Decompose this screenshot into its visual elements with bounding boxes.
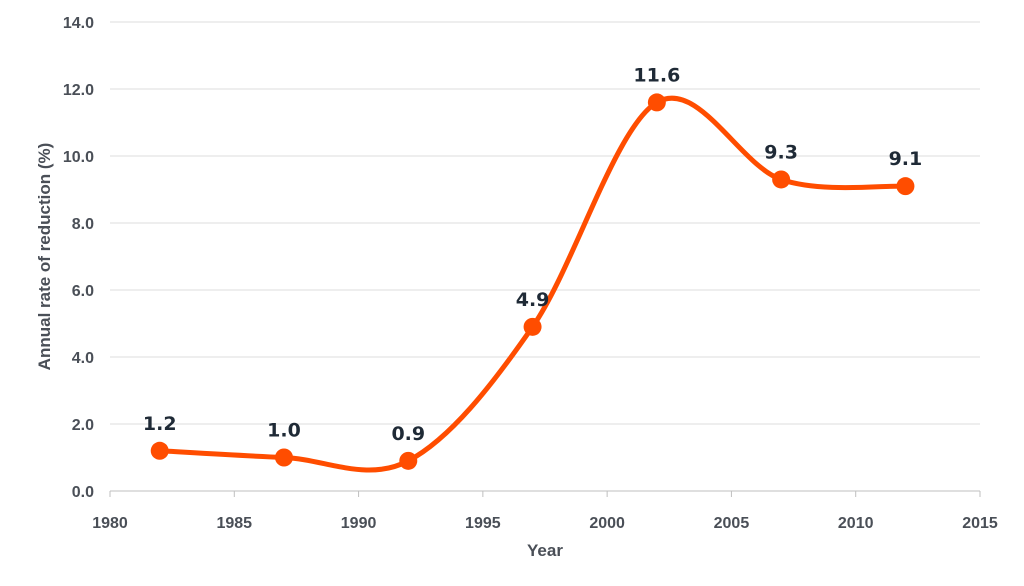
data-label: 9.3 bbox=[764, 141, 798, 163]
series bbox=[150, 93, 915, 473]
y-tick-label: 10.0 bbox=[63, 149, 94, 166]
y-tick-label: 4.0 bbox=[72, 350, 94, 367]
data-point bbox=[772, 170, 791, 189]
x-tick-label: 2000 bbox=[589, 515, 625, 532]
data-point bbox=[896, 177, 915, 196]
data-point bbox=[399, 451, 418, 470]
data-point bbox=[275, 448, 293, 467]
data-label: 4.9 bbox=[516, 289, 550, 311]
gridlines bbox=[110, 21, 980, 425]
data-label: 1.0 bbox=[267, 420, 301, 442]
x-tick-label: 2015 bbox=[962, 515, 998, 532]
data-label: 11.6 bbox=[633, 64, 680, 86]
y-tick-label: 14.0 bbox=[63, 15, 94, 32]
data-label: 0.9 bbox=[391, 423, 425, 445]
data-point bbox=[647, 93, 666, 112]
y-tick-label: 6.0 bbox=[72, 283, 94, 300]
y-tick-label: 8.0 bbox=[72, 216, 94, 233]
x-tick-label: 1985 bbox=[216, 515, 252, 532]
x-axis-title: Year bbox=[527, 541, 563, 560]
x-tick-label: 2010 bbox=[838, 515, 874, 532]
data-point bbox=[523, 317, 542, 336]
y-tick-label: 2.0 bbox=[72, 417, 94, 434]
axes: 0.0 2.0 4.0 6.0 8.0 10.0 12.0 14.0 1980 1985 1990 1… bbox=[63, 15, 998, 532]
y-axis-title: Annual rate of reduction (%) bbox=[35, 143, 54, 371]
y-tick-label: 12.0 bbox=[63, 82, 94, 99]
data-label: 1.2 bbox=[143, 413, 177, 435]
x-tick-label: 2005 bbox=[714, 515, 750, 532]
x-tick-label: 1995 bbox=[465, 515, 501, 532]
x-tick-label: 1990 bbox=[341, 515, 377, 532]
y-tick-label: 0.0 bbox=[72, 484, 94, 501]
x-tick-label: 1980 bbox=[92, 515, 128, 532]
data-labels: 1.2 1.0 0.9 4.9 11.6 9.3 9.1 bbox=[143, 64, 922, 444]
data-label: 9.1 bbox=[889, 148, 923, 170]
data-point bbox=[150, 441, 169, 460]
